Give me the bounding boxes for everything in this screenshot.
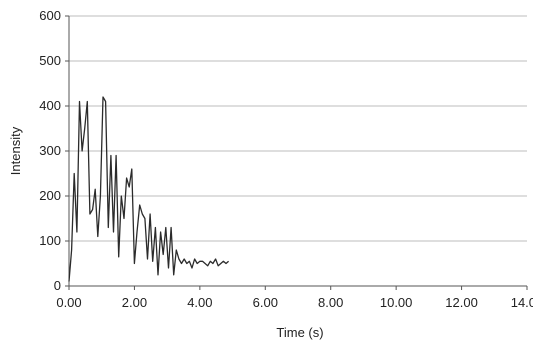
y-tick-label-100: 100 (39, 233, 61, 248)
y-tick-label-500: 500 (39, 53, 61, 68)
x-tick-label-4: 8.00 (318, 295, 343, 310)
series-layer (68, 96, 230, 282)
y-tick-label-300: 300 (39, 143, 61, 158)
y-tick-label-200: 200 (39, 188, 61, 203)
x-tick-label-3: 6.00 (253, 295, 278, 310)
x-tick-label-7: 14.00 (511, 295, 533, 310)
y-tick-label-400: 400 (39, 98, 61, 113)
y-tick-label-0: 0 (54, 278, 61, 293)
x-tick-labels: 0.00 2.00 4.00 6.00 8.00 10.00 12.00 14.00 (56, 295, 533, 310)
x-tick-label-1: 2.00 (122, 295, 147, 310)
y-tick-labels: 0 100 200 300 400 500 600 (39, 8, 61, 293)
x-tick-label-0: 0.00 (56, 295, 81, 310)
grid-lines (69, 15, 527, 242)
x-tick-label-6: 12.00 (445, 295, 478, 310)
x-axis-title: Time (s) (276, 325, 323, 340)
y-axis-title: Intensity (8, 126, 23, 175)
series-line-0 (68, 96, 230, 282)
axes (65, 15, 528, 290)
x-tick-label-5: 10.00 (380, 295, 413, 310)
x-tick-label-2: 4.00 (187, 295, 212, 310)
y-tick-label-600: 600 (39, 8, 61, 23)
